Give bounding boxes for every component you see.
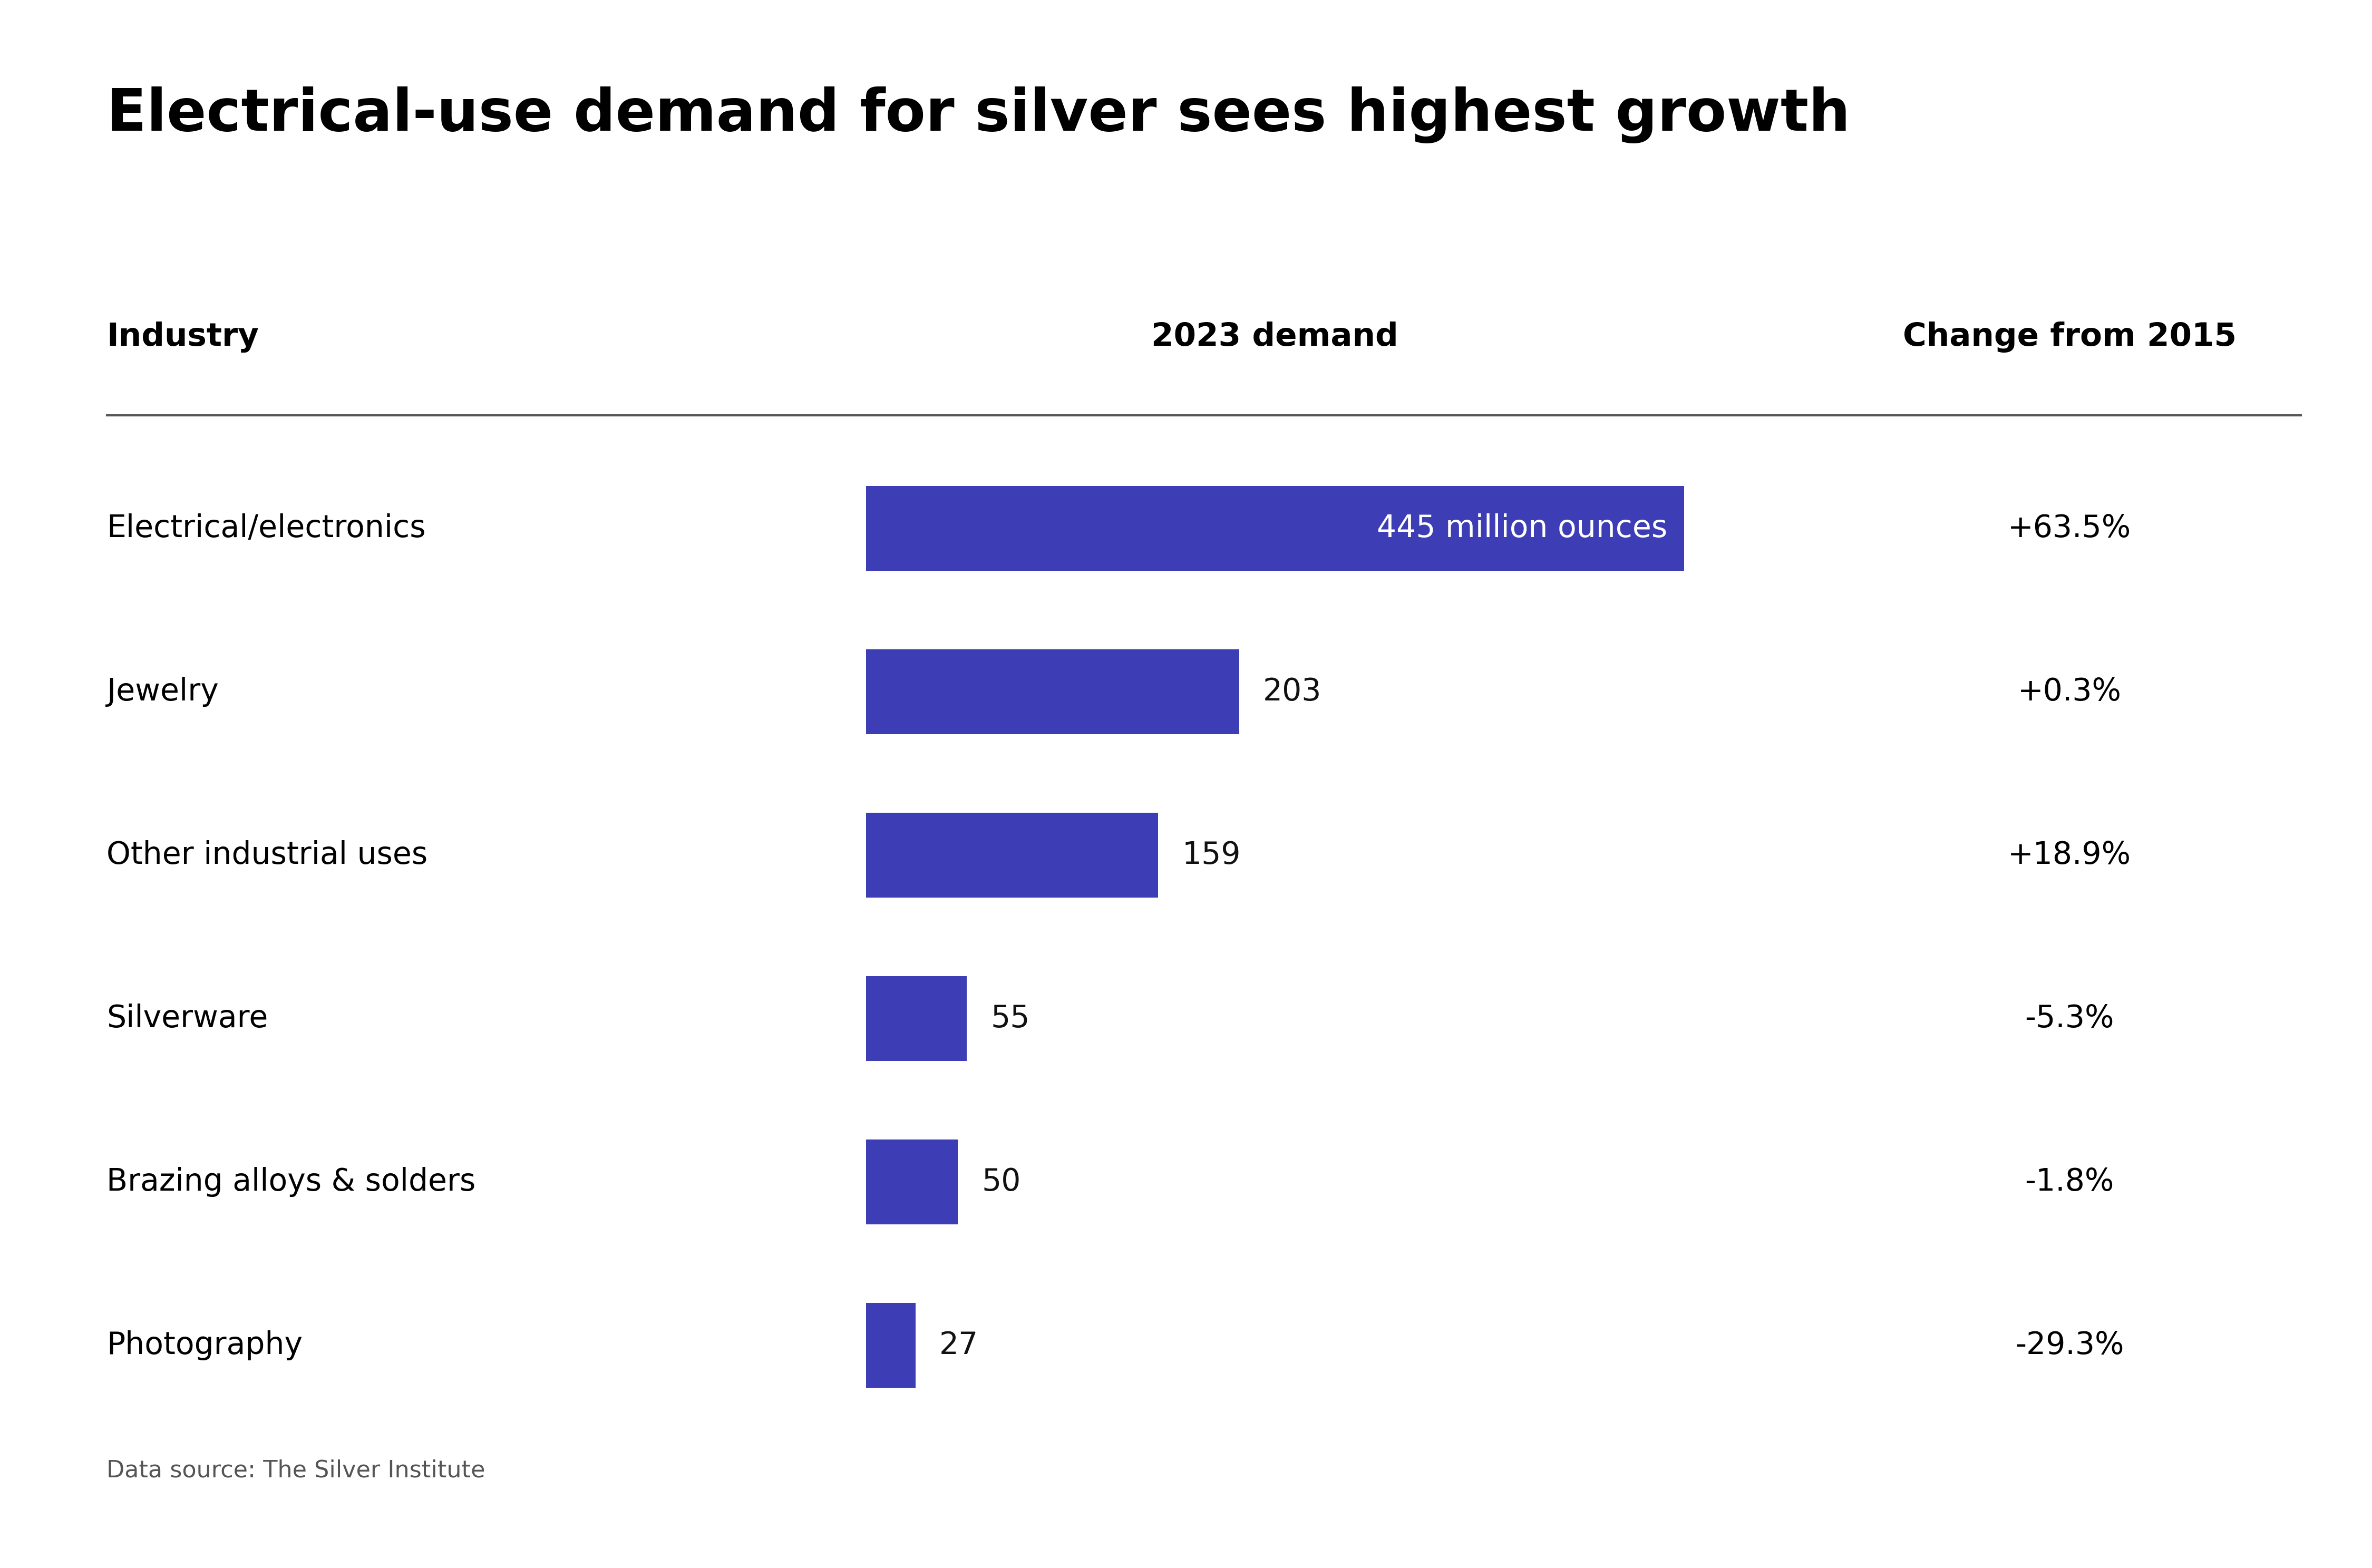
Text: -5.3%: -5.3% (2026, 1004, 2113, 1033)
Text: Industry: Industry (107, 321, 259, 353)
Text: Change from 2015: Change from 2015 (1902, 321, 2237, 353)
Text: 203: 203 (1262, 677, 1321, 707)
Text: Other industrial uses: Other industrial uses (107, 840, 427, 870)
Text: 445 million ounces: 445 million ounces (1376, 514, 1668, 544)
Text: -1.8%: -1.8% (2026, 1167, 2113, 1196)
Text: Electrical-use demand for silver sees highest growth: Electrical-use demand for silver sees hi… (107, 86, 1850, 143)
Text: 27: 27 (939, 1330, 977, 1359)
Text: 55: 55 (991, 1004, 1029, 1033)
Text: Brazing alloys & solders: Brazing alloys & solders (107, 1167, 477, 1196)
Text: Data source: The Silver Institute: Data source: The Silver Institute (107, 1460, 486, 1482)
Text: +0.3%: +0.3% (2019, 677, 2121, 707)
Text: Jewelry: Jewelry (107, 677, 218, 707)
Text: 50: 50 (982, 1167, 1020, 1196)
Text: +18.9%: +18.9% (2007, 840, 2132, 870)
Text: +63.5%: +63.5% (2007, 514, 2132, 544)
Text: Silverware: Silverware (107, 1004, 268, 1033)
Text: Electrical/electronics: Electrical/electronics (107, 514, 427, 544)
Text: 2023 demand: 2023 demand (1150, 321, 1399, 353)
Text: 159: 159 (1181, 840, 1241, 870)
Text: -29.3%: -29.3% (2016, 1330, 2123, 1359)
Text: Photography: Photography (107, 1330, 304, 1359)
